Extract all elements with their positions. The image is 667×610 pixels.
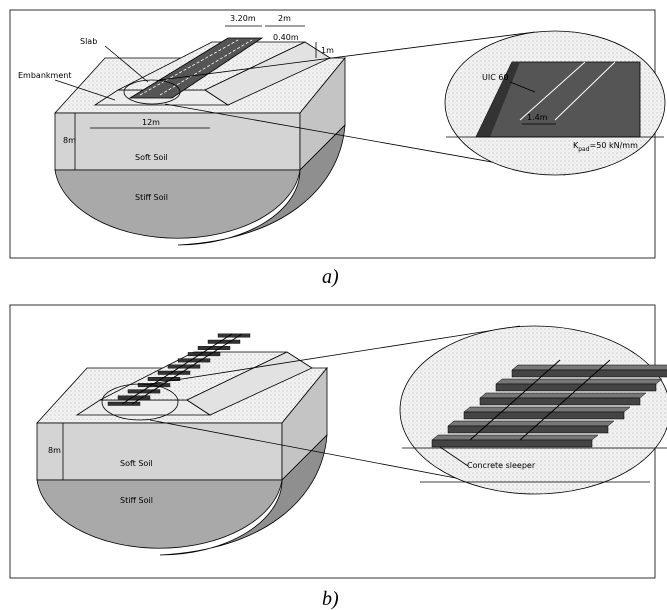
figure: 3.20m 2m 0.40m 1m 8m 12m Slab Embankment… [0,0,667,610]
label: Stiff Soil [120,496,153,505]
sleeper [480,393,646,398]
sleeper [208,340,240,344]
dimension: 12m [142,118,160,127]
label: Soft Soil [135,153,168,162]
sleeper [218,334,250,338]
dimension: 1m [321,46,334,55]
subscript: pad [578,146,589,153]
panel-b: 8m Soft Soil Stiff Soil Concrete sleeper… [37,326,667,610]
dimension: 2m [278,14,291,23]
sleeper [198,346,230,350]
caption: b) [322,588,339,610]
sleeper [178,359,210,363]
label: Stiff Soil [135,193,168,202]
sleeper [512,370,667,377]
label: Soft Soil [120,459,153,468]
label: Slab [80,37,97,46]
value: =50 kN/mm [590,141,639,150]
label: UIC 60 [482,73,509,82]
panel-a: 3.20m 2m 0.40m 1m 8m 12m Slab Embankment… [18,14,665,288]
dimension: 1.4m [527,113,548,122]
sleeper [448,421,614,426]
dimension: 8m [63,136,76,145]
caption: a) [322,266,339,288]
dimension: 8m [48,446,61,455]
dimension: 3.20m [230,14,256,23]
dimension: 0.40m [273,33,299,42]
soil-block [37,352,327,555]
sleeper [188,352,220,356]
sleeper [432,435,598,440]
sleeper [448,426,608,433]
sleeper [168,365,200,369]
sleeper [464,412,624,419]
sleeper [158,371,190,375]
sleeper [432,440,592,447]
sleeper [496,379,662,384]
label: Embankment [18,71,71,80]
sleeper [464,407,630,412]
sleeper [512,365,667,370]
label: Concrete sleeper [467,461,536,470]
